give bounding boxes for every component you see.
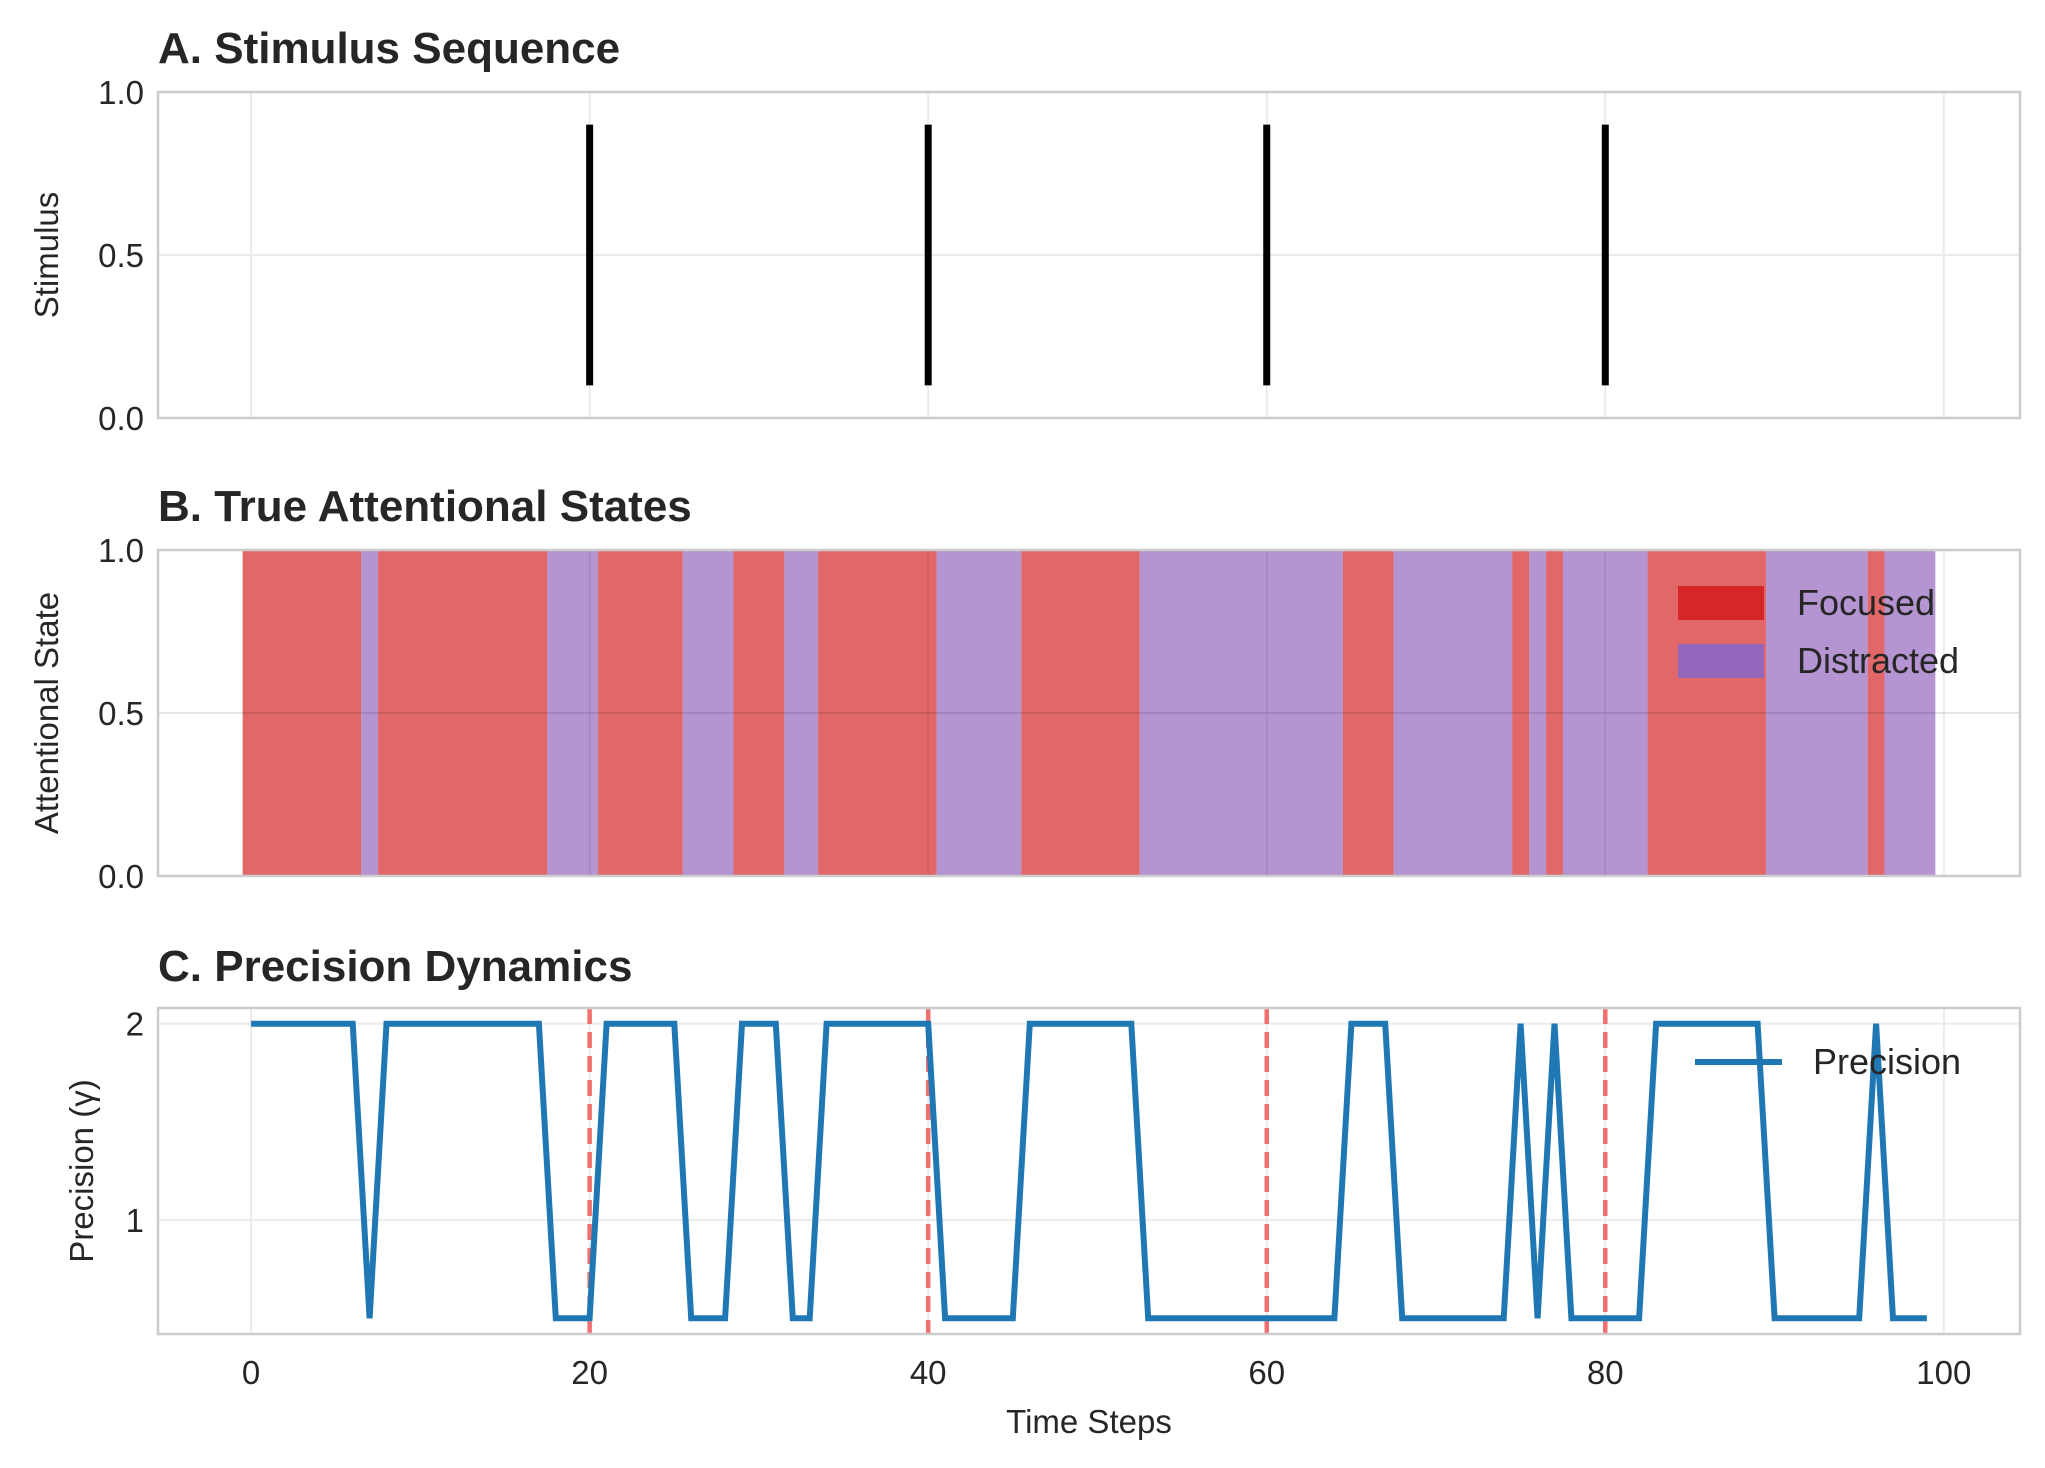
- focused-state-band: [733, 550, 785, 876]
- focused-state-band: [1546, 550, 1563, 876]
- legend-label-focused: Focused: [1797, 582, 1935, 623]
- panel-c-xtick-label: 80: [1587, 1354, 1624, 1391]
- focused-state-band: [242, 550, 362, 876]
- panel-c-frame: [156, 1006, 2022, 1336]
- panel-a-grid: [158, 92, 2020, 418]
- focused-state-band: [378, 550, 548, 876]
- panel-c-xtick-label: 40: [910, 1354, 947, 1391]
- panel-a-ytick-label: 0.5: [98, 237, 144, 274]
- focused-state-band: [818, 550, 937, 876]
- panel-b-ylabel: Attentional State: [28, 592, 65, 834]
- distracted-state-band: [547, 550, 599, 876]
- panel-c-xtick-label: 100: [1916, 1354, 1971, 1391]
- panel-c-xtick-label: 60: [1248, 1354, 1285, 1391]
- panel-a-title: A. Stimulus Sequence: [158, 24, 620, 73]
- panel-b: B. True Attentional States 0.0 0.5 1.0 Att…: [28, 482, 2022, 895]
- panel-b-title: B. True Attentional States: [158, 482, 692, 531]
- panel-c-xlabel: Time Steps: [1006, 1403, 1172, 1440]
- panel-a-ytick-label: 0.0: [98, 400, 144, 437]
- panel-a-frame: [156, 90, 2022, 420]
- panel-b-ytick-label: 0.5: [98, 695, 144, 732]
- panel-b-legend: Focused Distracted: [1678, 582, 1959, 681]
- panel-c-xtick-label: 0: [242, 1354, 260, 1391]
- panel-c-xticks: 0 20 40 60 80 100: [242, 1354, 1971, 1391]
- distracted-state-band: [1884, 550, 1936, 876]
- panel-a-ylabel: Stimulus: [28, 192, 65, 319]
- panel-c-grid: [158, 1008, 2020, 1334]
- legend-swatch-focused: [1678, 586, 1764, 620]
- panel-c-ytick-label: 2: [126, 1006, 144, 1043]
- panel-a-yticks: 0.0 0.5 1.0: [98, 74, 144, 437]
- panel-b-yticks: 0.0 0.5 1.0: [98, 532, 144, 895]
- distracted-state-band: [936, 550, 1022, 876]
- focused-state-band: [1867, 550, 1885, 876]
- distracted-state-band: [361, 550, 379, 876]
- panel-b-ytick-label: 0.0: [98, 858, 144, 895]
- focused-state-band: [1342, 550, 1394, 876]
- legend-label-precision: Precision: [1813, 1041, 1961, 1082]
- panel-c-xtick-label: 20: [571, 1354, 608, 1391]
- focused-state-band: [1512, 550, 1530, 876]
- distracted-state-band: [1393, 550, 1513, 876]
- legend-swatch-distracted: [1678, 644, 1764, 678]
- legend-label-distracted: Distracted: [1797, 640, 1959, 681]
- distracted-state-band: [1529, 550, 1547, 876]
- distracted-state-band: [1766, 550, 1868, 876]
- precision-series-line: [251, 1020, 1927, 1322]
- focused-state-band: [598, 550, 683, 876]
- panel-b-grid: [158, 550, 2020, 876]
- distracted-state-band: [784, 550, 819, 876]
- panel-b-state-bands: [242, 550, 1936, 876]
- distracted-state-band: [682, 550, 734, 876]
- panel-a-ytick-label: 1.0: [98, 74, 144, 111]
- panel-c-legend: Precision: [1695, 1041, 1961, 1082]
- panel-a-stimulus-marks: [586, 124, 1609, 386]
- distracted-state-band: [1562, 550, 1648, 876]
- panel-a: A. Stimulus Sequence 0.0 0.5 1.0 Stimulus: [28, 24, 2022, 437]
- panel-b-ytick-label: 1.0: [98, 532, 144, 569]
- distracted-state-band: [1139, 550, 1343, 876]
- panel-b-frame: [156, 548, 2022, 878]
- panel-c-ylabel: Precision (γ): [63, 1079, 100, 1262]
- panel-c: C. Precision Dynamics 12 0 20 40 60 80 100 Pr…: [63, 942, 2022, 1440]
- panel-c-yticks: 12: [126, 1006, 144, 1239]
- panel-c-ytick-label: 1: [126, 1202, 144, 1239]
- panel-c-title: C. Precision Dynamics: [158, 942, 632, 991]
- focused-state-band: [1021, 550, 1140, 876]
